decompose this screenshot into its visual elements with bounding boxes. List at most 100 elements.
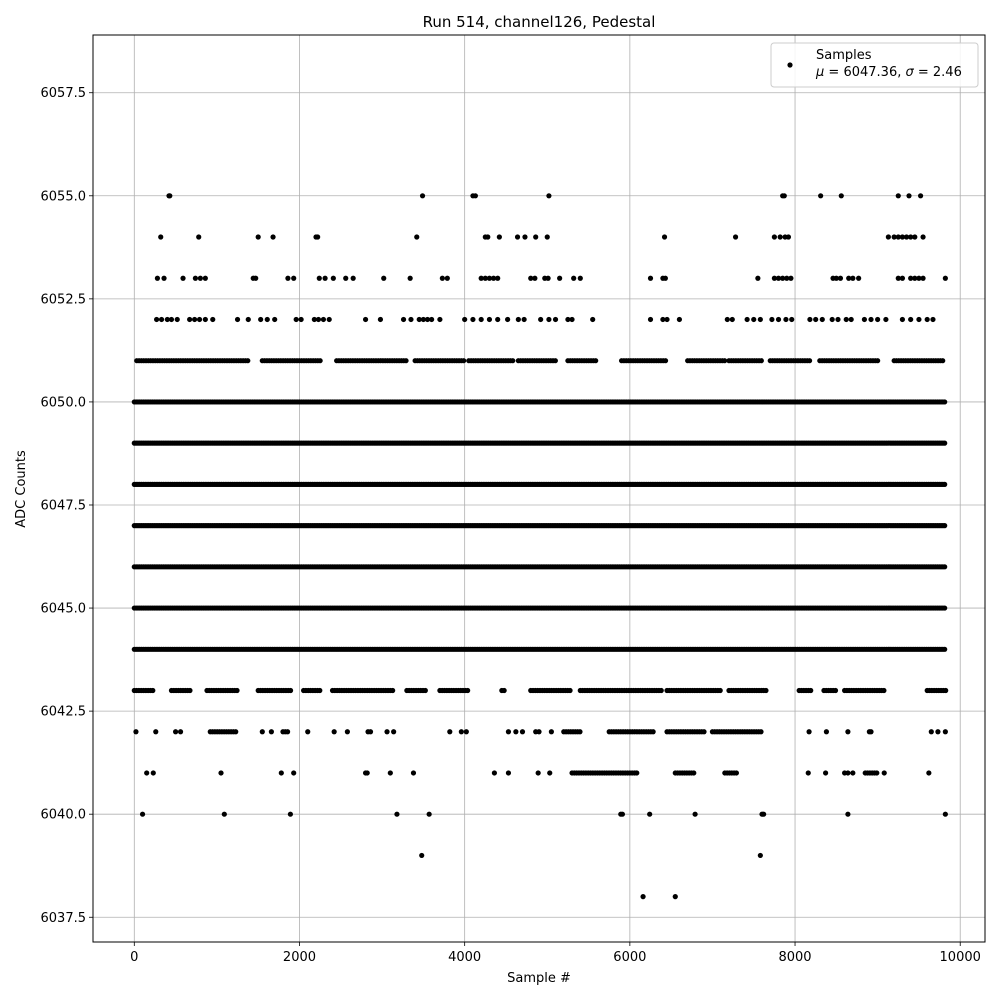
- data-point: [850, 770, 856, 776]
- data-point: [769, 316, 775, 323]
- data-point: [478, 316, 484, 323]
- data-point: [942, 399, 948, 405]
- data-point: [168, 316, 175, 323]
- data-point: [154, 275, 161, 281]
- y-tick-label: 6055.0: [41, 189, 87, 204]
- data-point: [843, 316, 849, 323]
- data-point: [908, 275, 914, 281]
- data-point: [885, 234, 891, 240]
- y-axis-ticks: 6037.5 6040.0 6042.5 6045.0 6047.5 6050.0 6052…: [41, 86, 93, 926]
- data-point: [437, 316, 443, 323]
- data-point: [416, 316, 422, 323]
- data-point: [270, 234, 276, 240]
- data-point: [158, 234, 164, 240]
- data-point: [191, 316, 198, 323]
- y-tick-label: 6045.0: [41, 602, 87, 617]
- data-point: [510, 358, 516, 364]
- data-point: [789, 316, 795, 323]
- data-point: [470, 316, 476, 323]
- data-point: [444, 275, 450, 281]
- data-point: [407, 275, 413, 281]
- data-point: [535, 770, 541, 776]
- data-point: [491, 770, 497, 776]
- data-point: [133, 729, 139, 735]
- data-point: [916, 316, 922, 323]
- data-point: [761, 811, 767, 817]
- data-point: [832, 687, 839, 694]
- data-point: [546, 316, 552, 323]
- data-point: [245, 316, 251, 323]
- data-point: [167, 193, 173, 199]
- data-point: [221, 811, 227, 817]
- data-point: [785, 234, 792, 240]
- data-point: [532, 275, 538, 281]
- data-point: [640, 894, 646, 900]
- data-point: [891, 234, 897, 240]
- data-point: [419, 852, 425, 859]
- data-point: [733, 770, 740, 776]
- y-axis-label: ADC Counts: [14, 450, 29, 528]
- data-point: [784, 275, 790, 281]
- data-point: [781, 193, 787, 199]
- data-point: [400, 316, 407, 323]
- data-point: [287, 811, 293, 817]
- data-point: [823, 729, 830, 735]
- data-point: [495, 275, 501, 281]
- data-point: [187, 687, 193, 694]
- data-point: [202, 316, 208, 323]
- data-point: [848, 316, 854, 323]
- data-point: [875, 358, 881, 364]
- data-point: [495, 316, 501, 323]
- y-tick-label: 6050.0: [41, 395, 87, 410]
- data-point: [845, 729, 851, 735]
- x-tick-label: 8000: [778, 950, 811, 965]
- data-point: [515, 316, 521, 323]
- y-tick-label: 6052.5: [41, 292, 87, 307]
- data-point: [320, 316, 327, 323]
- data-point: [284, 729, 291, 735]
- data-point: [278, 770, 284, 776]
- data-point: [343, 275, 349, 281]
- data-points: [131, 193, 949, 900]
- data-point: [528, 275, 534, 281]
- data-point: [691, 770, 697, 776]
- data-point: [942, 523, 948, 529]
- x-tick-label: 4000: [448, 950, 481, 965]
- data-point: [461, 358, 467, 364]
- data-point: [496, 234, 502, 240]
- data-point: [387, 770, 393, 776]
- data-point: [664, 316, 670, 323]
- legend-stats: μ = 6047.36, σ = 2.46: [815, 65, 962, 80]
- data-point: [291, 770, 297, 776]
- data-point: [305, 729, 311, 735]
- data-point: [942, 275, 948, 281]
- data-point: [505, 316, 511, 323]
- data-point: [771, 275, 777, 281]
- legend: Samples μ = 6047.36, σ = 2.46: [770, 42, 979, 88]
- data-point: [833, 275, 839, 281]
- data-point: [856, 275, 862, 281]
- data-point: [838, 193, 844, 199]
- data-point: [650, 729, 656, 735]
- data-point: [717, 687, 723, 694]
- data-point: [917, 193, 924, 199]
- data-point: [408, 316, 414, 323]
- data-point: [172, 729, 179, 735]
- data-point: [536, 729, 542, 735]
- data-point: [174, 316, 180, 323]
- data-point: [546, 193, 552, 199]
- data-point: [895, 234, 901, 240]
- legend-mu-value: 6047.36: [843, 65, 897, 80]
- data-point: [547, 770, 553, 776]
- data-point: [692, 811, 698, 817]
- data-point: [758, 729, 764, 735]
- data-point: [676, 316, 683, 323]
- data-point: [906, 193, 912, 199]
- data-point: [940, 358, 946, 364]
- data-point: [647, 275, 654, 281]
- data-point: [259, 729, 265, 735]
- data-point: [482, 275, 488, 281]
- data-point: [426, 811, 432, 817]
- legend-box: [770, 42, 979, 88]
